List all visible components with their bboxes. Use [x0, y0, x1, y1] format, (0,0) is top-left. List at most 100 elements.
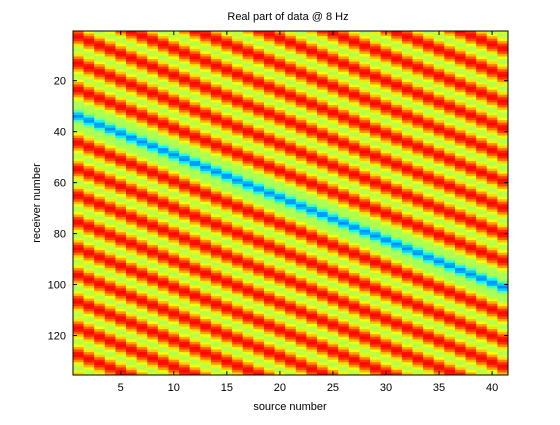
- heatmap-cell: [391, 94, 403, 98]
- heatmap-cell: [327, 242, 339, 246]
- chart-title: Real part of data @ 8 Hz: [227, 11, 348, 23]
- heatmap-cell: [73, 64, 85, 68]
- heatmap-cell: [412, 79, 424, 83]
- heatmap-cell: [412, 362, 424, 366]
- heatmap-cell: [433, 242, 445, 246]
- heatmap-cell: [348, 267, 361, 272]
- heatmap-cell: [126, 150, 138, 154]
- heatmap-cell: [391, 97, 403, 101]
- heatmap-cell: [423, 71, 435, 75]
- heatmap-cell: [168, 43, 180, 47]
- heatmap-cell: [327, 36, 339, 40]
- heatmap-cell: [274, 245, 286, 249]
- heatmap-cell: [391, 33, 403, 37]
- heatmap-cell: [359, 288, 371, 292]
- heatmap-cell: [391, 217, 403, 221]
- heatmap-cell: [232, 66, 244, 70]
- heatmap-cell: [317, 303, 329, 307]
- heatmap-cell: [412, 48, 424, 52]
- heatmap-cell: [263, 214, 276, 218]
- heatmap-cell: [306, 59, 318, 63]
- heatmap-cell: [444, 125, 456, 129]
- heatmap-cell: [306, 283, 318, 287]
- heatmap-cell: [423, 280, 435, 284]
- heatmap-cell: [232, 178, 244, 182]
- heatmap-cell: [338, 229, 350, 233]
- heatmap-cell: [274, 204, 286, 208]
- heatmap-cell: [274, 122, 286, 126]
- heatmap-cell: [157, 237, 170, 241]
- heatmap-cell: [370, 326, 382, 330]
- heatmap-cell: [157, 250, 170, 254]
- heatmap-cell: [189, 64, 201, 68]
- heatmap-cell: [370, 296, 382, 300]
- heatmap-cell: [423, 178, 435, 182]
- heatmap-cell: [327, 285, 339, 289]
- heatmap-cell: [189, 194, 201, 198]
- heatmap-cell: [433, 237, 445, 241]
- heatmap-cell: [348, 275, 361, 279]
- heatmap-cell: [391, 346, 403, 351]
- heatmap-cell: [73, 188, 85, 193]
- heatmap-cell: [147, 252, 159, 256]
- heatmap-cell: [221, 155, 233, 160]
- heatmap-cell: [306, 267, 318, 272]
- heatmap-cell: [263, 69, 276, 73]
- heatmap-cell: [221, 239, 233, 244]
- heatmap-cell: [126, 301, 138, 305]
- heatmap-cell: [210, 354, 223, 358]
- heatmap-cell: [157, 71, 170, 75]
- heatmap-cell: [295, 194, 308, 198]
- heatmap-cell: [306, 51, 318, 55]
- heatmap-cell: [263, 76, 276, 81]
- heatmap-cell: [232, 321, 244, 325]
- heatmap-cell: [285, 53, 297, 58]
- heatmap-cell: [242, 217, 254, 221]
- heatmap-cell: [338, 38, 350, 42]
- heatmap-cell: [454, 171, 467, 175]
- heatmap-cell: [221, 173, 233, 177]
- heatmap-cell: [306, 183, 318, 188]
- heatmap-cell: [136, 76, 148, 81]
- heatmap-cell: [295, 283, 308, 287]
- heatmap-cell: [285, 214, 297, 218]
- heatmap-cell: [210, 303, 223, 307]
- heatmap-cell: [370, 158, 382, 162]
- heatmap-cell: [348, 303, 361, 307]
- heatmap-cell: [285, 176, 297, 180]
- heatmap-cell: [317, 242, 329, 246]
- heatmap-cell: [136, 232, 148, 236]
- heatmap-cell: [454, 132, 467, 137]
- heatmap-cell: [370, 354, 382, 358]
- heatmap-cell: [317, 222, 329, 226]
- heatmap-cell: [317, 188, 329, 193]
- heatmap-cell: [94, 36, 106, 40]
- heatmap-cell: [179, 311, 191, 315]
- heatmap-cell: [189, 239, 201, 244]
- heatmap-cell: [200, 214, 212, 218]
- heatmap-cell: [232, 346, 244, 351]
- heatmap-cell: [348, 69, 361, 73]
- heatmap-cell: [189, 209, 201, 213]
- heatmap-cell: [327, 293, 339, 297]
- heatmap-cell: [444, 364, 456, 368]
- heatmap-cell: [454, 265, 467, 269]
- heatmap-cell: [274, 285, 286, 289]
- heatmap-cell: [168, 349, 180, 353]
- heatmap-cell: [179, 38, 191, 42]
- heatmap-cell: [338, 352, 350, 356]
- heatmap-cell: [94, 99, 106, 103]
- heatmap-cell: [179, 132, 191, 137]
- heatmap-cell: [454, 283, 467, 287]
- heatmap-cell: [295, 173, 308, 177]
- heatmap-cell: [454, 245, 467, 249]
- heatmap-cell: [444, 76, 456, 81]
- heatmap-cell: [391, 364, 403, 368]
- heatmap-cell: [179, 31, 191, 35]
- heatmap-cell: [274, 130, 286, 134]
- heatmap-cell: [306, 222, 318, 226]
- heatmap-cell: [359, 255, 371, 259]
- heatmap-cell: [454, 288, 467, 292]
- heatmap-cell: [370, 329, 382, 333]
- heatmap-cell: [391, 352, 403, 356]
